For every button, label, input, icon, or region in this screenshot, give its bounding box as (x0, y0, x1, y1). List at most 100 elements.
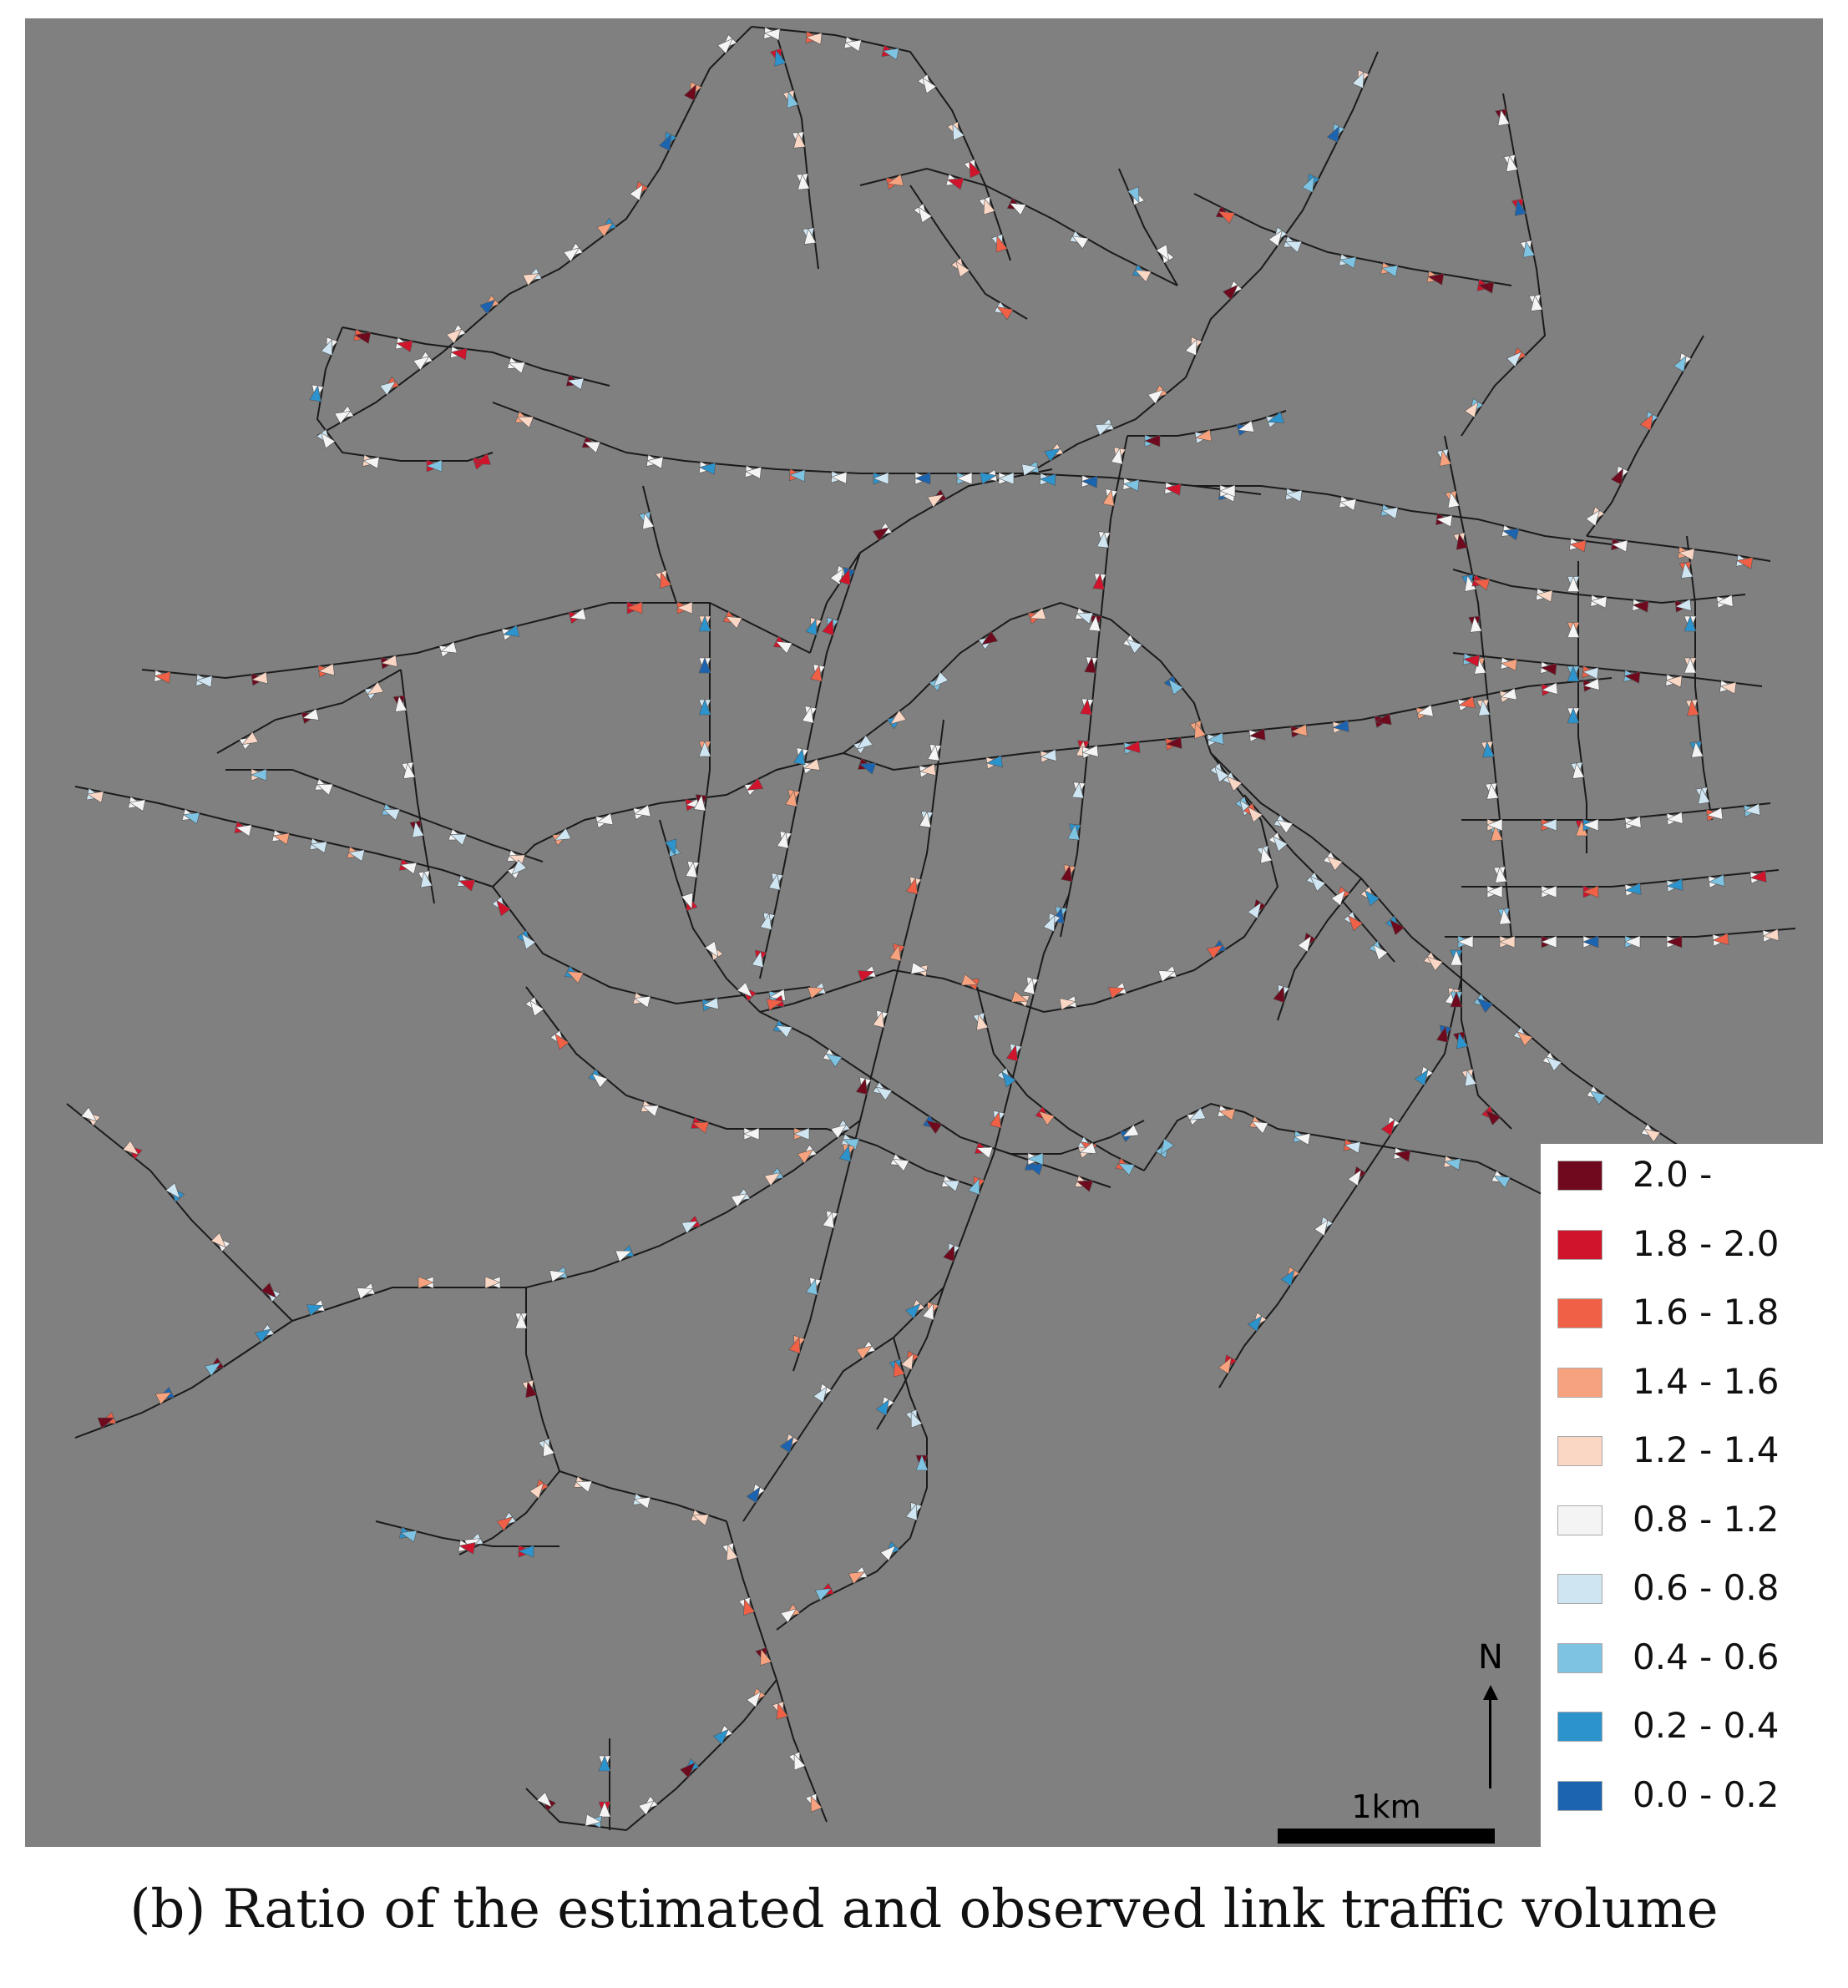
road-link (1060, 435, 1128, 938)
road-link (291, 1120, 861, 1322)
direction-arrow-icon (316, 783, 334, 796)
direction-arrow-icon (814, 1588, 833, 1601)
direction-arrow-icon (354, 331, 372, 345)
direction-arrow-icon (1273, 835, 1289, 852)
direction-arrow-icon (634, 995, 651, 1009)
direction-arrow-icon (1267, 411, 1285, 423)
link-arrows (80, 27, 1780, 1829)
direction-arrow-icon (698, 657, 711, 674)
direction-arrow-icon (596, 812, 614, 826)
direction-arrow-icon (1472, 579, 1491, 591)
road-link (1193, 193, 1512, 286)
direction-arrow-icon (998, 472, 1015, 485)
direction-arrow-icon (775, 1024, 792, 1039)
direction-arrow-icon (759, 913, 772, 930)
direction-arrow-icon (1482, 741, 1495, 758)
direction-arrow-icon (516, 416, 534, 428)
direction-arrow-icon (446, 328, 463, 344)
direction-arrow-icon (875, 1399, 889, 1416)
road-link (1445, 928, 1796, 938)
direction-arrow-icon (855, 1345, 873, 1360)
direction-arrow-icon (554, 1033, 570, 1050)
direction-arrow-icon (1339, 256, 1357, 270)
direction-arrow-icon (1486, 885, 1503, 898)
direction-arrow-icon (1126, 639, 1143, 655)
legend-item: 0.6 - 0.8 (1541, 1564, 1823, 1614)
direction-arrow-icon (676, 601, 693, 615)
direction-arrow-icon (1439, 449, 1452, 467)
direction-arrow-icon (1541, 682, 1558, 695)
direction-arrow-icon (900, 1353, 914, 1370)
direction-arrow-icon (1470, 615, 1482, 633)
direction-arrow-icon (1188, 1107, 1207, 1120)
road-link (1218, 978, 1462, 1389)
direction-arrow-icon (1157, 970, 1176, 983)
direction-arrow-icon (983, 198, 995, 215)
direction-arrow-icon (1458, 696, 1476, 709)
direction-arrow-icon (1585, 509, 1601, 527)
direction-arrow-icon (251, 768, 267, 782)
direction-arrow-icon (1683, 657, 1697, 674)
direction-arrow-icon (1486, 818, 1503, 832)
direction-arrow-icon (473, 453, 492, 465)
direction-arrow-icon (766, 999, 784, 1011)
direction-arrow-icon (1010, 990, 1029, 1003)
direction-arrow-icon (566, 970, 584, 984)
road-link (74, 1320, 293, 1439)
direction-arrow-icon (1088, 615, 1101, 632)
direction-arrow-icon (1084, 656, 1097, 674)
direction-arrow-icon (1485, 1110, 1501, 1126)
direction-arrow-icon (1251, 1120, 1268, 1135)
direction-arrow-icon (802, 758, 821, 771)
road-link (74, 786, 494, 888)
direction-arrow-icon (775, 640, 792, 655)
direction-arrow-icon (1749, 870, 1767, 883)
direction-arrow-icon (1038, 1110, 1056, 1126)
direction-arrow-icon (1147, 389, 1164, 405)
north-arrow-icon (1483, 1685, 1498, 1700)
road-link (509, 26, 752, 295)
direction-arrow-icon (927, 493, 944, 508)
direction-arrow-icon (805, 32, 823, 45)
direction-arrow-icon (1214, 766, 1229, 783)
direction-arrow-icon (154, 670, 171, 684)
direction-arrow-icon (1427, 273, 1445, 286)
direction-arrow-icon (1426, 956, 1444, 972)
direction-arrow-icon (872, 527, 889, 542)
legend-swatch (1557, 1298, 1602, 1328)
direction-arrow-icon (1168, 679, 1183, 696)
direction-arrow-icon (1059, 998, 1076, 1010)
direction-arrow-icon (927, 744, 940, 761)
direction-arrow-icon (933, 671, 949, 688)
direction-arrow-icon (1541, 935, 1557, 948)
legend-label: 0.8 - 1.2 (1633, 1498, 1780, 1540)
direction-arrow-icon (1447, 491, 1461, 508)
road-link (843, 601, 1212, 754)
direction-arrow-icon (1673, 355, 1687, 372)
direction-arrow-icon (956, 472, 973, 485)
direction-arrow-icon (1344, 1141, 1361, 1154)
direction-arrow-icon (1218, 210, 1235, 225)
direction-arrow-icon (1530, 294, 1543, 311)
legend-swatch (1557, 1436, 1602, 1466)
north-label: N (1478, 1638, 1503, 1677)
direction-arrow-icon (1339, 498, 1357, 512)
direction-arrow-icon (813, 1386, 828, 1404)
direction-arrow-icon (743, 1598, 756, 1616)
direction-arrow-icon (848, 1571, 866, 1585)
direction-arrow-icon (1541, 818, 1557, 832)
road-link (1461, 937, 1512, 1130)
direction-arrow-icon (1226, 776, 1243, 792)
legend-item: 1.8 - 2.0 (1541, 1220, 1823, 1270)
direction-arrow-icon (321, 432, 336, 449)
direction-arrow-icon (1536, 589, 1553, 603)
direction-arrow-icon (922, 77, 937, 94)
direction-arrow-icon (1373, 943, 1389, 961)
direction-arrow-icon (629, 184, 644, 201)
direction-arrow-icon (1195, 429, 1213, 442)
direction-arrow-icon (1326, 125, 1340, 143)
direction-arrow-icon (919, 811, 932, 828)
direction-arrow-icon (855, 1078, 868, 1095)
road-link (876, 894, 1070, 1430)
legend-swatch (1557, 1505, 1602, 1535)
